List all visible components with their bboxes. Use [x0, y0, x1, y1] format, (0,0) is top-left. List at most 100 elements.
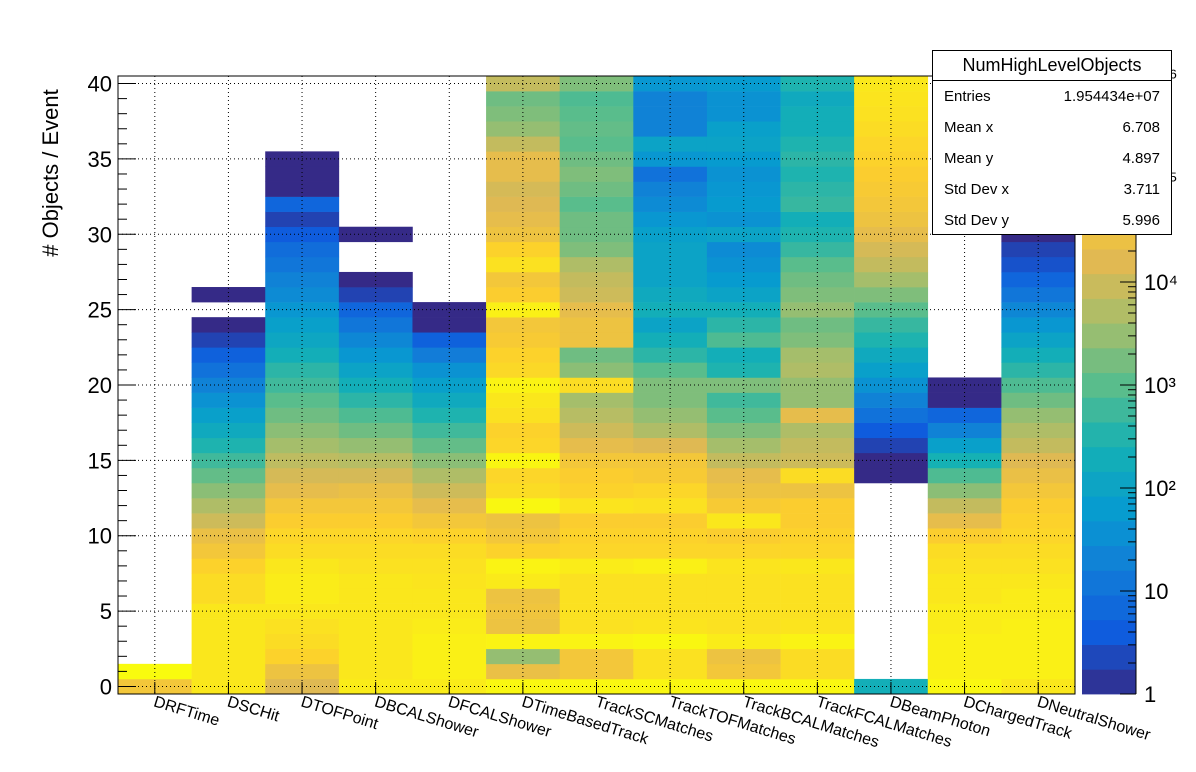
heatmap-cell	[486, 543, 560, 559]
heatmap-cell	[854, 332, 929, 348]
heatmap-cell	[927, 377, 1002, 393]
heatmap-cell	[854, 181, 929, 197]
heatmap-cell	[633, 422, 708, 439]
heatmap-cell	[486, 362, 560, 378]
heatmap-cell	[486, 332, 560, 348]
heatmap-cell	[927, 543, 1002, 559]
heatmap-cell	[854, 287, 929, 303]
heatmap-cell	[559, 422, 634, 439]
heatmap-cell	[633, 332, 708, 348]
x-tick-label: DTOFPoint	[299, 694, 381, 734]
heatmap-cell	[633, 166, 708, 182]
heatmap-cell	[633, 211, 708, 228]
heatmap-cell	[1001, 663, 1076, 680]
heatmap-cell	[338, 422, 413, 439]
heatmap-cell	[1001, 241, 1076, 258]
heatmap-cell	[412, 543, 487, 559]
heatmap-cell	[927, 528, 1002, 544]
heatmap-cell	[780, 302, 855, 318]
heatmap-cell	[191, 287, 266, 303]
heatmap-cell	[338, 437, 413, 454]
heatmap-cell	[633, 181, 708, 197]
heatmap-cell	[486, 633, 560, 650]
heatmap-cell	[706, 332, 781, 348]
heatmap-cell	[706, 106, 781, 122]
heatmap-cell	[265, 633, 340, 650]
heatmap-cell	[486, 377, 560, 393]
heatmap-cell	[854, 226, 929, 243]
heatmap-cell	[486, 287, 560, 303]
heatmap-cell	[706, 271, 781, 288]
heatmap-cell	[265, 211, 340, 228]
heatmap-cell	[706, 166, 781, 182]
heatmap-cell	[854, 407, 929, 423]
heatmap-cell	[559, 528, 634, 544]
heatmap-cell	[1001, 618, 1076, 634]
heatmap-cell	[1001, 332, 1076, 348]
heatmap-cell	[265, 573, 340, 589]
heatmap-cell	[854, 467, 929, 484]
heatmap-cell	[780, 663, 855, 680]
heatmap-cell	[780, 467, 855, 484]
heatmap-cell	[780, 437, 855, 454]
heatmap-cell	[559, 543, 634, 559]
heatmap-cell	[780, 136, 855, 152]
heatmap-cell	[559, 302, 634, 318]
stats-value: 1.954434e+07	[1063, 88, 1160, 105]
heatmap-cell	[706, 618, 781, 634]
stats-row: Mean x 6.708	[933, 112, 1171, 143]
heatmap-cell	[706, 226, 781, 243]
heatmap-cell	[633, 573, 708, 589]
heatmap-cell	[1001, 482, 1076, 499]
heatmap-cell	[706, 362, 781, 378]
heatmap-cell	[486, 166, 560, 182]
stats-value: 3.711	[1123, 181, 1160, 198]
heatmap-cell	[559, 347, 634, 363]
stats-value: 5.996	[1122, 212, 1160, 229]
heatmap-cell	[338, 287, 413, 303]
heatmap-cell	[706, 543, 781, 559]
heatmap-cell	[486, 498, 560, 514]
heatmap-cell	[633, 437, 708, 454]
heatmap-cell	[265, 437, 340, 454]
heatmap-cell	[854, 271, 929, 288]
heatmap-cell	[338, 467, 413, 484]
heatmap-cell	[927, 573, 1002, 589]
heatmap-cell	[338, 663, 413, 680]
heatmap-cell	[486, 271, 560, 288]
heatmap-cell	[265, 287, 340, 303]
heatmap-cell	[191, 618, 266, 634]
heatmap-cell	[265, 618, 340, 634]
heatmap-cell	[633, 271, 708, 288]
heatmap-cell	[412, 482, 487, 499]
heatmap-cell	[338, 377, 413, 393]
heatmap-cell	[706, 573, 781, 589]
heatmap-cell	[559, 136, 634, 152]
heatmap-cell	[633, 467, 708, 484]
heatmap-cell	[412, 498, 487, 514]
heatmap-cell	[559, 633, 634, 650]
palette-band	[1082, 545, 1136, 571]
heatmap-cell	[1001, 543, 1076, 559]
heatmap-cell	[633, 498, 708, 514]
palette-band	[1082, 347, 1136, 374]
heatmap-cell	[191, 573, 266, 589]
heatmap-cell	[412, 633, 487, 650]
heatmap-cell	[412, 332, 487, 348]
heatmap-cell	[706, 181, 781, 197]
heatmap-cell	[486, 528, 560, 544]
heatmap-cell	[780, 287, 855, 303]
heatmap-cell	[338, 618, 413, 634]
heatmap-cell	[633, 91, 708, 107]
heatmap-cell	[559, 211, 634, 228]
heatmap-cell	[780, 603, 855, 619]
heatmap-cell	[486, 437, 560, 454]
heatmap-cell	[633, 287, 708, 303]
heatmap-cell	[706, 151, 781, 167]
palette-tick-label: 10	[1144, 579, 1168, 604]
stats-row: Mean y 4.897	[933, 143, 1171, 174]
stats-title: NumHighLevelObjects	[933, 51, 1171, 81]
heatmap-cell	[559, 377, 634, 393]
heatmap-cell	[338, 302, 413, 318]
